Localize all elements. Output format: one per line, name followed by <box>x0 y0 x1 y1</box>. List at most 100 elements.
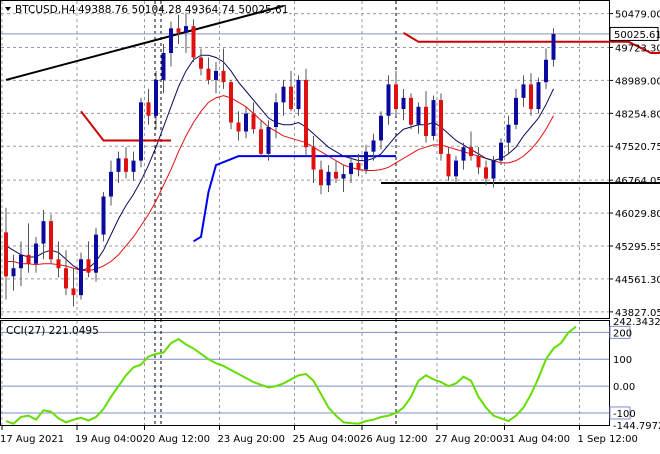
candle-body <box>34 244 38 264</box>
candle-body <box>177 28 181 32</box>
candle-body <box>477 156 481 167</box>
candle-body <box>432 100 436 136</box>
cci-tick-label: 0.00 <box>613 382 635 393</box>
candle-bearish <box>304 69 308 156</box>
candle-body <box>499 143 503 161</box>
candle-body <box>289 87 293 109</box>
candle-bearish <box>439 93 443 160</box>
candle-body <box>237 123 241 132</box>
price-tick-label: 48989.00 <box>615 76 660 87</box>
candle-body <box>139 102 143 160</box>
candle-body <box>357 163 361 170</box>
candle-body <box>492 161 496 179</box>
candle-body <box>552 34 556 60</box>
time-tick-label: 17 Aug 2021 <box>0 434 64 445</box>
candle-bullish <box>537 78 541 114</box>
time-tick-label: 26 Aug 12:00 <box>360 434 427 445</box>
candle-body <box>57 259 61 268</box>
candle-body <box>229 82 233 122</box>
candle-body <box>4 232 8 276</box>
candle-body <box>192 26 196 57</box>
candle-body <box>12 268 16 276</box>
symbol-label: BTCUSD,H4 <box>15 4 76 16</box>
candle-body <box>132 161 136 172</box>
time-tick-label: 31 Aug 04:00 <box>503 434 570 445</box>
cci-tick-label: -100 <box>613 409 636 420</box>
candle-body <box>124 158 128 171</box>
time-tick-label: 20 Aug 12:00 <box>143 434 210 445</box>
cci-tick-label: 100 <box>613 355 632 366</box>
candle-body <box>267 127 271 154</box>
last-price-box: 50025.61 <box>610 27 660 40</box>
candle-body <box>79 259 83 295</box>
price-tick-label: 49723.30 <box>615 43 660 54</box>
candle-body <box>94 235 98 273</box>
candle-body <box>49 221 53 259</box>
candle-body <box>154 80 158 116</box>
candle-body <box>274 102 278 127</box>
candle-body <box>259 129 263 154</box>
candle-body <box>199 57 203 68</box>
time-tick-label: 23 Aug 20:00 <box>218 434 285 445</box>
candle-body <box>244 114 248 132</box>
price-tick-label: 48254.80 <box>615 109 660 120</box>
candle-body <box>282 87 286 103</box>
candle-body <box>109 172 113 197</box>
price-tick-label: 46029.80 <box>615 209 660 220</box>
candle-body <box>312 147 316 169</box>
cci-indicator-label: CCI(27) 221.0495 <box>6 325 99 337</box>
candle-body <box>19 255 23 268</box>
candle-bullish <box>139 98 143 167</box>
time-tick-label: 19 Aug 04:00 <box>75 434 142 445</box>
candle-body <box>72 288 76 295</box>
candle-body <box>252 114 256 130</box>
candle-body <box>507 125 511 143</box>
candle-body <box>462 147 466 160</box>
candle-body <box>424 107 428 136</box>
candle-body <box>514 98 518 125</box>
candle-body <box>297 80 301 109</box>
candle-body <box>484 167 488 178</box>
candle-body <box>102 196 106 234</box>
candle-body <box>417 107 421 125</box>
candle-body <box>544 60 548 82</box>
candle-body <box>447 154 451 176</box>
time-tick-label: 25 Aug 04:00 <box>293 434 360 445</box>
candle-body <box>117 158 121 171</box>
candle-body <box>214 71 218 80</box>
candle-bearish <box>229 80 233 129</box>
candle-bullish <box>432 96 436 141</box>
candle-body <box>64 268 68 288</box>
candle-body <box>162 53 166 80</box>
candle-body <box>454 161 458 177</box>
candle-body <box>364 152 368 170</box>
time-tick-label: 1 Sep 12:00 <box>578 434 638 445</box>
last-price-label: 50025.61 <box>614 30 660 41</box>
candle-bearish <box>409 93 413 129</box>
price-tick-label: 47520.75 <box>615 142 660 153</box>
candle-body <box>27 255 31 264</box>
candle-body <box>342 174 346 178</box>
candle-bullish <box>102 192 106 241</box>
candle-body <box>537 82 541 109</box>
candle-body <box>184 26 188 33</box>
candle-body <box>327 172 331 185</box>
price-tick-label: 50479.00 <box>615 10 660 21</box>
candle-body <box>439 100 443 154</box>
price-tick-label: 44561.30 <box>615 275 660 286</box>
candle-body <box>469 147 473 156</box>
candle-body <box>529 84 533 109</box>
candle-body <box>372 140 376 151</box>
cci-tick-label: 200 <box>613 328 632 339</box>
candle-body <box>409 98 413 125</box>
candle-body <box>304 80 308 147</box>
candle-body <box>334 172 338 179</box>
candle-body <box>522 84 526 97</box>
candle-body <box>87 259 91 272</box>
candle-bullish <box>79 253 83 300</box>
cci-tick-label: -144.7972 <box>613 421 660 432</box>
candle-body <box>42 221 46 243</box>
